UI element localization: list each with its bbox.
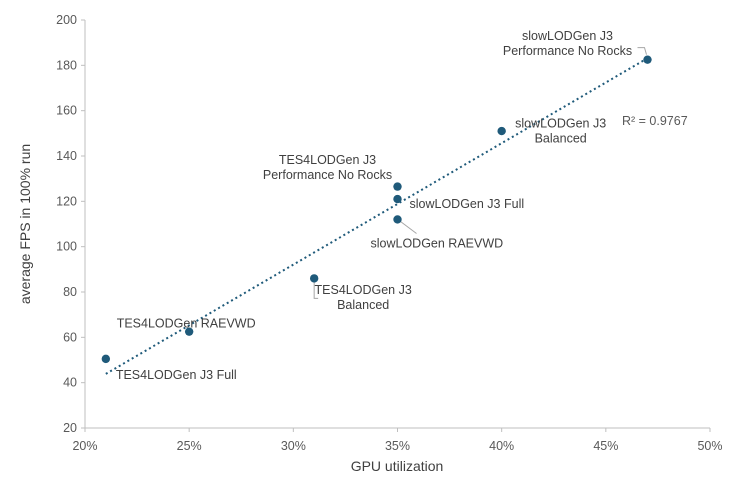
data-point xyxy=(643,55,652,64)
leader-lines xyxy=(313,47,647,299)
point-label: slowLODGen J3 xyxy=(515,117,606,131)
x-tick-label: 30% xyxy=(281,439,306,453)
data-point xyxy=(309,274,319,283)
y-tick-label: 40 xyxy=(63,376,77,390)
y-tick-label: 160 xyxy=(56,104,77,118)
y-tick-label: 60 xyxy=(63,330,77,344)
point-label: Performance No Rocks xyxy=(503,44,632,58)
y-tick-label: 80 xyxy=(63,285,77,299)
data-point xyxy=(101,354,111,364)
data-point xyxy=(393,194,402,204)
y-tick-label: 120 xyxy=(56,194,77,208)
data-point xyxy=(184,327,194,336)
point-label: TES4LODGen J3 Full xyxy=(116,368,237,382)
point-label: TES4LODGen J3 xyxy=(315,283,412,297)
point-label: slowLODGen J3 xyxy=(522,29,613,43)
y-tick-label: 20 xyxy=(63,421,77,435)
x-tick-label: 20% xyxy=(72,439,97,453)
leader-line xyxy=(637,47,647,55)
x-axis-title: GPU utilization xyxy=(351,458,444,474)
data-point xyxy=(393,215,402,224)
x-tick-label: 35% xyxy=(385,439,410,453)
y-tick-label: 200 xyxy=(56,13,77,27)
leader-line xyxy=(400,221,417,234)
y-tick-label: 180 xyxy=(56,58,77,72)
data-points xyxy=(101,55,652,364)
x-tick-label: 45% xyxy=(593,439,618,453)
x-tick-label: 25% xyxy=(177,439,202,453)
leader-line xyxy=(313,281,319,299)
point-label: slowLODGen J3 Full xyxy=(410,197,525,211)
point-label: slowLODGen RAEVWD xyxy=(371,236,504,250)
y-axis-title: average FPS in 100% run xyxy=(17,144,33,304)
r-squared-label: R² = 0.9767 xyxy=(622,114,688,128)
data-point xyxy=(497,126,506,136)
data-point xyxy=(393,182,402,191)
y-tick-label: 140 xyxy=(56,149,77,163)
axes: 20 40 60 80 100 120 140 160 180 200 20% 25% 30% 35% 40… xyxy=(56,13,722,453)
point-label: Balanced xyxy=(535,132,587,146)
point-label: TES4LODGen J3 xyxy=(279,153,376,167)
x-tick-label: 50% xyxy=(697,439,722,453)
point-label: TES4LODGen RAEVWD xyxy=(117,317,256,331)
point-labels: TES4LODGen J3 Full TES4LODGen RAEVWD TES4L… xyxy=(116,29,632,382)
y-tick-label: 100 xyxy=(56,240,77,254)
point-label: Performance No Rocks xyxy=(263,168,392,182)
x-tick-label: 40% xyxy=(489,439,514,453)
point-label: Balanced xyxy=(337,298,389,312)
